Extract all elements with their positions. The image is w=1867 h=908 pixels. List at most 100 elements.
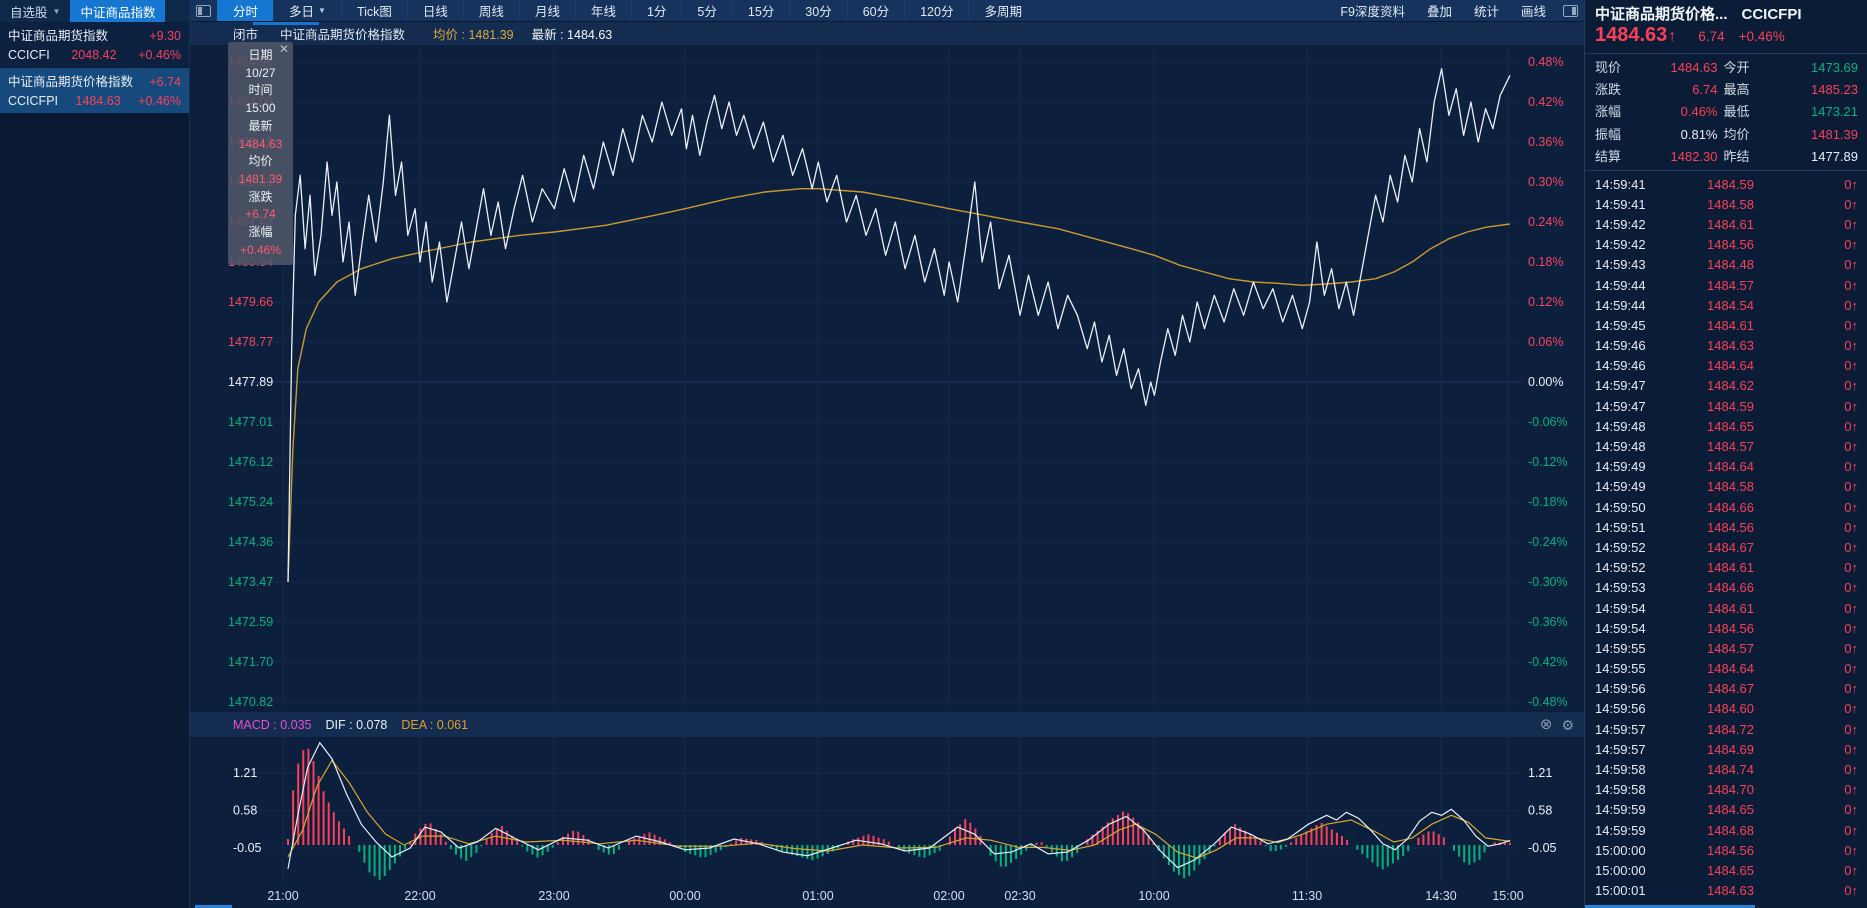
- period-tab-30分[interactable]: 30分: [789, 0, 846, 21]
- tick-row: 14:59:46 1484.64 0↑: [1595, 356, 1858, 376]
- tab-watchlist[interactable]: 自选股 ▼: [0, 0, 70, 22]
- period-tab-多日[interactable]: 多日 ▼: [273, 0, 341, 21]
- gear-icon[interactable]: ⚙: [1561, 716, 1574, 733]
- tick-volume: 0↑: [1844, 600, 1859, 616]
- period-tab-label: 多周期: [984, 5, 1022, 19]
- tick-price: 1484.57: [1707, 439, 1754, 455]
- tick-price: 1484.65: [1707, 802, 1754, 818]
- tick-list[interactable]: 14:59:41 1484.59 0↑ 14:59:41 1484.58 0↑ 14:59:…: [1595, 174, 1858, 901]
- pct-axis-label: 0.30%: [1528, 175, 1563, 189]
- tick-row: 14:59:55 1484.57 0↑: [1595, 638, 1858, 658]
- quote-change: 6.74: [1698, 29, 1725, 44]
- up-arrow-icon: ↑: [1851, 842, 1859, 858]
- period-tab-1分[interactable]: 1分: [630, 0, 681, 21]
- tick-price: 1484.48: [1707, 257, 1754, 273]
- intraday-chart[interactable]: 1484.961484.081483.191482.311481.431480.…: [190, 22, 1584, 908]
- price-axis-label: 1478.77: [228, 335, 273, 349]
- pct-axis-label: -0.24%: [1528, 535, 1568, 549]
- tick-time: 14:59:56: [1595, 701, 1646, 717]
- tick-row: 14:59:48 1484.57 0↑: [1595, 436, 1858, 456]
- watchlist-item[interactable]: 中证商品期货指数 +9.30 CCICFI 2048.42 +0.46%: [0, 22, 189, 67]
- tick-volume: 0↑: [1844, 842, 1859, 858]
- horizontal-scrollbar[interactable]: [195, 905, 232, 908]
- pct-axis-label: -0.30%: [1528, 575, 1568, 589]
- up-arrow-icon: ↑: [1851, 358, 1859, 374]
- tick-list-scrollbar[interactable]: [1585, 905, 1755, 908]
- tick-row: 14:59:55 1484.64 0↑: [1595, 659, 1858, 679]
- up-arrow-icon: ↑: [1851, 661, 1859, 677]
- pct-axis-label: -0.18%: [1528, 495, 1568, 509]
- period-tab-label: 120分: [920, 5, 954, 19]
- tick-volume: 0↑: [1844, 620, 1859, 636]
- period-tabs: 分时 多日 ▼ Tick图 日线 周线 月线 年线 1分 5分 15分 30分 60分 120分 多周期: [217, 0, 1037, 21]
- panel-toggle-icon[interactable]: [1563, 4, 1578, 17]
- tooltip-label: 涨幅: [248, 225, 273, 240]
- tick-time: 14:59:50: [1595, 499, 1646, 515]
- tooltip-value: 1484.63: [238, 136, 283, 151]
- period-tab-年线[interactable]: 年线: [574, 0, 631, 21]
- quote-price-row: 1484.63 ↑ 6.74 +0.46%: [1595, 24, 1859, 47]
- tick-price: 1484.61: [1707, 600, 1754, 616]
- period-tab-15分[interactable]: 15分: [731, 0, 789, 21]
- tick-row: 14:59:45 1484.61 0↑: [1595, 315, 1858, 335]
- tick-price: 1484.67: [1707, 539, 1754, 555]
- up-arrow-icon: ↑: [1851, 620, 1859, 636]
- tick-price: 1484.67: [1707, 681, 1754, 697]
- period-tab-多周期[interactable]: 多周期: [968, 0, 1037, 21]
- tab-commodity-index[interactable]: 中证商品指数: [70, 0, 166, 22]
- period-tab-120分[interactable]: 120分: [904, 0, 968, 21]
- macd-axis-label: 1.21: [233, 766, 257, 780]
- pct-axis-label: -0.48%: [1528, 695, 1568, 709]
- tick-price: 1484.56: [1707, 842, 1754, 858]
- period-tab-label: 60分: [862, 5, 890, 19]
- quote-change-pct: +0.46%: [1738, 29, 1785, 44]
- dea-line: [287, 759, 1511, 859]
- tooltip-label: 时间: [248, 83, 273, 98]
- instrument-price: 2048.42: [71, 48, 117, 62]
- period-tab-60分[interactable]: 60分: [846, 0, 904, 21]
- tick-volume: 0↑: [1844, 681, 1858, 697]
- toolbar-action[interactable]: 统计: [1473, 5, 1499, 19]
- quote-field-label: 结算: [1595, 148, 1622, 164]
- period-tab-Tick图[interactable]: Tick图: [340, 0, 407, 21]
- watchlist-item[interactable]: 中证商品期货价格指数 +6.74 CCICFPI 1484.63 +0.46%: [0, 68, 189, 113]
- up-arrow-icon: ↑: [1851, 600, 1859, 616]
- tick-volume: 0↑: [1844, 580, 1859, 596]
- tick-row: 14:59:49 1484.64 0↑: [1595, 457, 1858, 477]
- instrument-price: 1484.63: [75, 94, 121, 108]
- close-icon[interactable]: ✕: [278, 42, 289, 56]
- dif-line: [287, 741, 1511, 869]
- crosshair-tooltip: ✕ 日期 10/27 时间 15:00 最新 1484.63 均价 1481.39 涨跌 +6.7…: [228, 42, 293, 265]
- tick-volume: 0↑: [1844, 459, 1858, 475]
- toolbar-actions: F9深度资料 叠加 统计 画线: [1329, 0, 1584, 21]
- tick-price: 1484.60: [1707, 701, 1754, 717]
- macd-header-icons: ⊗ ⚙: [1540, 712, 1574, 737]
- close-circle-icon[interactable]: ⊗: [1539, 716, 1553, 733]
- quote-field-label: 涨跌: [1595, 82, 1622, 98]
- tick-price: 1484.65: [1707, 418, 1754, 434]
- tick-time: 14:59:57: [1595, 721, 1646, 737]
- period-tab-5分[interactable]: 5分: [681, 0, 731, 21]
- quote-field-label: 最低: [1723, 104, 1750, 120]
- instrument-change: +6.74: [149, 75, 181, 89]
- toolbar-action[interactable]: 画线: [1520, 5, 1546, 19]
- layout-toggle-icon[interactable]: [196, 4, 211, 17]
- toolbar-action[interactable]: F9深度资料: [1340, 5, 1405, 19]
- tick-volume: 0↑: [1844, 257, 1858, 273]
- tick-price: 1484.58: [1707, 479, 1754, 495]
- tick-price: 1484.70: [1707, 782, 1754, 798]
- up-arrow-icon: ↑: [1851, 499, 1859, 515]
- tick-time: 14:59:47: [1595, 378, 1646, 394]
- tick-volume: 0↑: [1844, 196, 1858, 212]
- tick-volume: 0↑: [1844, 378, 1858, 394]
- period-tab-周线[interactable]: 周线: [462, 0, 519, 21]
- tick-row: 14:59:41 1484.59 0↑: [1595, 174, 1858, 194]
- toolbar-action[interactable]: 叠加: [1426, 5, 1452, 19]
- time-axis-label: 23:00: [538, 889, 569, 903]
- period-tab-分时[interactable]: 分时: [217, 0, 274, 21]
- period-tab-月线[interactable]: 月线: [518, 0, 575, 21]
- macd-axis-label: 0.58: [1528, 804, 1552, 818]
- period-tab-日线[interactable]: 日线: [406, 0, 463, 21]
- tick-price: 1484.66: [1707, 580, 1754, 596]
- up-arrow-icon: ↑: [1851, 580, 1859, 596]
